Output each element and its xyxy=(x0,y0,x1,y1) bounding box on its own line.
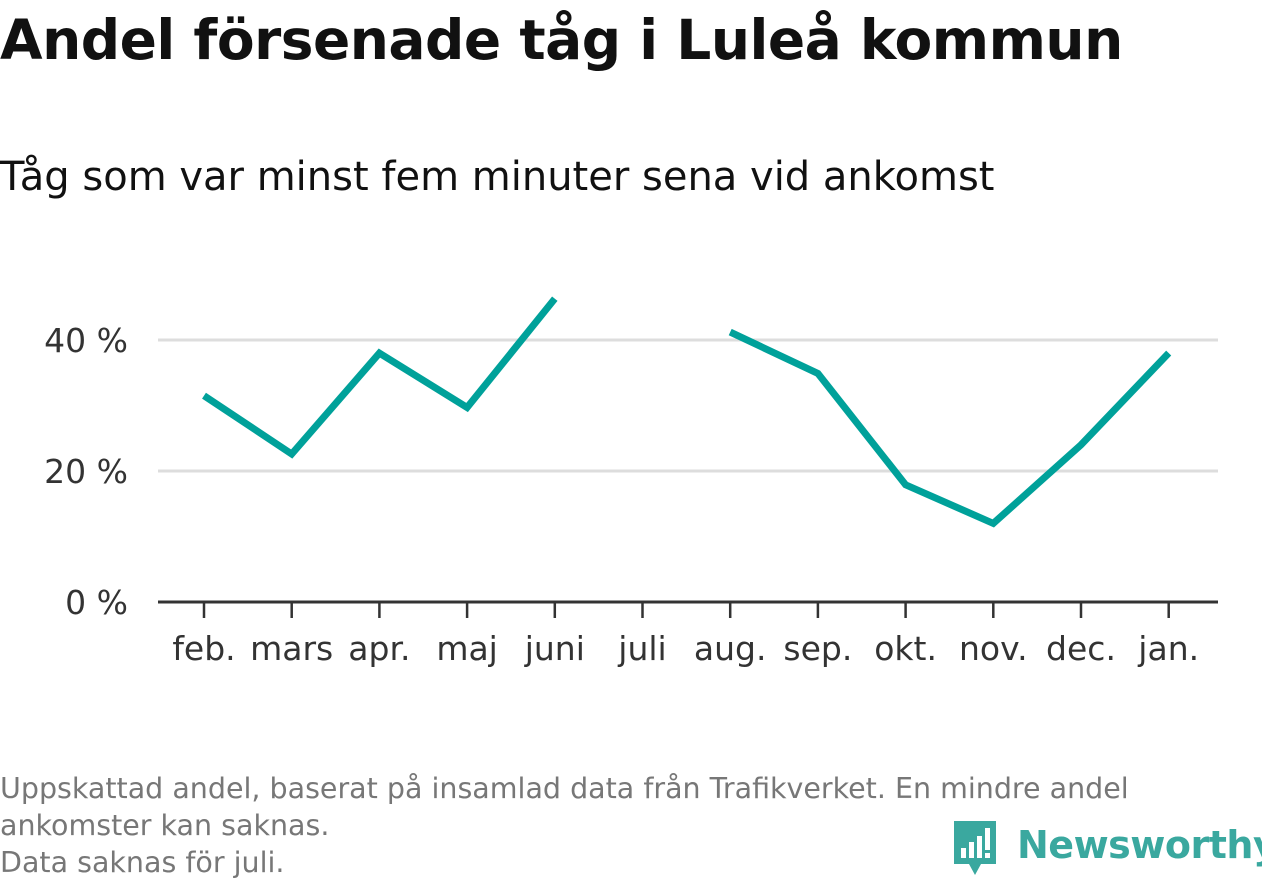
y-axis-ticks: 0 % 20 % 40 % xyxy=(44,321,128,622)
x-tick-label: apr. xyxy=(348,629,410,668)
footnote: Uppskattad andel, baserat på insamlad da… xyxy=(0,770,1250,881)
chart-subtitle: Tåg som var minst fem minuter sena vid a… xyxy=(0,154,995,200)
x-tick-label: aug. xyxy=(694,629,767,668)
y-tick-label: 20 % xyxy=(44,452,128,491)
x-tick-label: juli xyxy=(617,629,666,668)
grid-lines xyxy=(158,338,1218,473)
x-tick-label: jan. xyxy=(1137,629,1199,668)
footnote-line-3: Data saknas för juli. xyxy=(0,846,285,879)
x-tick-label: dec. xyxy=(1046,629,1116,668)
x-tick-label: juni xyxy=(524,629,585,668)
y-tick-label: 0 % xyxy=(65,583,128,622)
x-tick-label: maj xyxy=(436,629,498,668)
x-tick-label: mars xyxy=(250,629,333,668)
x-axis-ticks: feb. mars apr. maj juni juli aug. sep. okt. nov. d… xyxy=(172,602,1199,668)
x-tick-label: okt. xyxy=(874,629,937,668)
series-lines xyxy=(202,296,1172,528)
footnote-line-2: ankomster kan saknas. xyxy=(0,809,330,842)
series-line-segment xyxy=(202,296,558,459)
x-tick-label: feb. xyxy=(172,629,235,668)
brand-name: Newsworthy xyxy=(1017,823,1262,867)
y-tick-label: 40 % xyxy=(44,321,128,360)
x-tick-label: nov. xyxy=(959,629,1028,668)
newsworthy-logo-icon xyxy=(954,821,996,875)
brand-logo: Newsworthy xyxy=(951,818,1262,878)
chart-title: Andel försenade tåg i Luleå kommun xyxy=(0,8,1123,72)
footnote-line-1: Uppskattad andel, baserat på insamlad da… xyxy=(0,772,1129,805)
x-tick-label: sep. xyxy=(783,629,852,668)
series-line-segment xyxy=(728,328,1172,528)
